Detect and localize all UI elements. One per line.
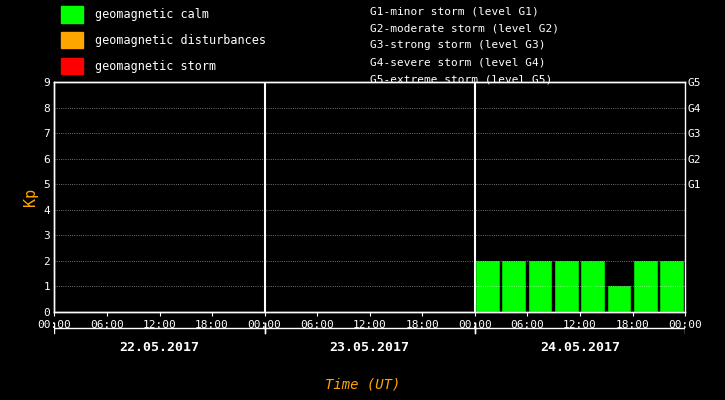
Bar [61, 6, 83, 22]
Text: 24.05.2017: 24.05.2017 [540, 341, 620, 354]
Bar [581, 261, 605, 312]
Bar [634, 261, 658, 312]
Text: 22.05.2017: 22.05.2017 [120, 341, 199, 354]
Text: geomagnetic storm: geomagnetic storm [96, 60, 217, 73]
Bar [61, 58, 83, 74]
Y-axis label: Kp: Kp [23, 188, 38, 206]
Bar [502, 261, 526, 312]
Text: geomagnetic calm: geomagnetic calm [96, 8, 210, 21]
Text: geomagnetic disturbances: geomagnetic disturbances [96, 34, 266, 47]
Bar [608, 286, 631, 312]
Bar [476, 261, 500, 312]
Text: G3-strong storm (level G3): G3-strong storm (level G3) [370, 40, 545, 50]
Text: G1-minor storm (level G1): G1-minor storm (level G1) [370, 6, 539, 16]
Bar [529, 261, 552, 312]
Bar [555, 261, 579, 312]
Text: 23.05.2017: 23.05.2017 [330, 341, 410, 354]
Text: G2-moderate storm (level G2): G2-moderate storm (level G2) [370, 23, 559, 33]
Text: G4-severe storm (level G4): G4-severe storm (level G4) [370, 57, 545, 67]
Text: G5-extreme storm (level G5): G5-extreme storm (level G5) [370, 74, 552, 84]
Bar [61, 32, 83, 48]
Text: Time (UT): Time (UT) [325, 378, 400, 392]
Bar [660, 261, 684, 312]
